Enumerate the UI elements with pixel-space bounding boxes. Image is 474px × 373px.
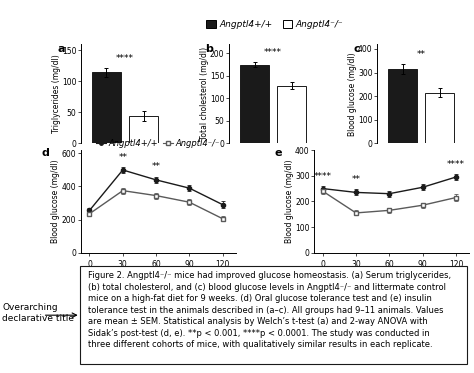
- Text: **: **: [118, 153, 128, 162]
- Bar: [425, 93, 455, 144]
- Text: c: c: [354, 44, 360, 54]
- Text: ****: ****: [116, 54, 134, 63]
- FancyBboxPatch shape: [80, 266, 467, 364]
- Text: e: e: [275, 148, 283, 158]
- Y-axis label: Triglycerides (mg/dl): Triglycerides (mg/dl): [52, 54, 61, 133]
- Text: Overarching: Overarching: [2, 303, 58, 312]
- Text: a: a: [57, 44, 65, 54]
- Text: ****: ****: [264, 48, 282, 57]
- X-axis label: Time (min): Time (min): [371, 271, 412, 280]
- X-axis label: Time (min): Time (min): [137, 271, 179, 280]
- Bar: [129, 116, 158, 144]
- Bar: [388, 69, 418, 144]
- Text: d: d: [42, 148, 50, 158]
- Legend: Angptl4+/+, Angptl4⁻/⁻: Angptl4+/+, Angptl4⁻/⁻: [207, 20, 343, 29]
- Text: **: **: [352, 175, 361, 184]
- Text: **: **: [152, 163, 161, 172]
- Y-axis label: Blood glucose (mg/dl): Blood glucose (mg/dl): [347, 52, 356, 136]
- Text: ****: ****: [314, 172, 332, 181]
- Text: ****: ****: [447, 160, 465, 169]
- Bar: [91, 72, 121, 144]
- Text: Figure 2. ​Angptl4⁻/⁻ mice had improved glucose homeostasis.​ (a) Serum triglyce: Figure 2. ​Angptl4⁻/⁻ mice had improved …: [88, 271, 451, 349]
- Text: declarative title: declarative title: [2, 314, 74, 323]
- Legend: Angptl4+/+, Angptl4⁻/⁻: Angptl4+/+, Angptl4⁻/⁻: [93, 136, 224, 151]
- Y-axis label: Blood glucose (mg/dl): Blood glucose (mg/dl): [284, 160, 293, 243]
- Text: b: b: [206, 44, 213, 54]
- Bar: [277, 86, 306, 144]
- Text: **: **: [417, 50, 426, 59]
- Y-axis label: Blood glucose (mg/dl): Blood glucose (mg/dl): [51, 160, 60, 243]
- Y-axis label: Total cholesterol (mg/dl): Total cholesterol (mg/dl): [200, 47, 209, 141]
- Bar: [240, 65, 269, 144]
